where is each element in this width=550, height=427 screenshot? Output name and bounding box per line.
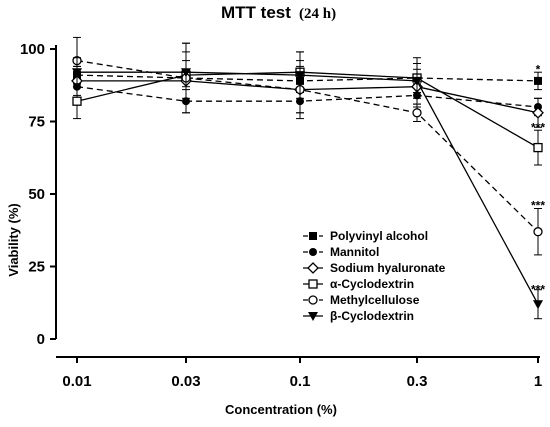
square-filled-marker — [309, 232, 317, 240]
chart-title-suffix: (24 h) — [299, 6, 336, 22]
x-tick-label: 1 — [534, 373, 542, 390]
x-tick-label: 0.03 — [171, 373, 200, 390]
diamond-open-marker — [307, 262, 319, 274]
triangle-down-marker — [295, 71, 305, 81]
significance-label: *** — [531, 283, 545, 297]
y-tick-label: 100 — [20, 41, 45, 58]
significance-label: *** — [531, 120, 545, 134]
series-2 — [71, 60, 544, 128]
square-open-marker — [533, 142, 543, 153]
circle-filled-marker — [309, 248, 317, 256]
legend: Polyvinyl alcohol Mannitol Sodium hyaluron… — [303, 229, 446, 323]
x-tick-label: 0.1 — [290, 373, 311, 390]
square-open-marker — [308, 279, 318, 289]
triangle-down-marker — [72, 68, 82, 78]
chart-title: MTT test — [221, 3, 291, 22]
series-5 — [72, 42, 543, 320]
chart-title-group: MTT test (24 h) — [221, 3, 336, 22]
triangle-down-marker — [533, 300, 543, 310]
series-layer — [71, 36, 544, 320]
triangle-down-marker — [412, 76, 422, 86]
legend-entry: Polyvinyl alcohol — [330, 229, 428, 243]
x-axis-label: Concentration (%) — [225, 402, 337, 417]
diamond-open-marker — [532, 106, 544, 119]
x-tick-label: 0.01 — [62, 373, 91, 390]
circle-open-marker — [308, 295, 318, 305]
series-line — [76, 59, 539, 233]
series-line — [76, 71, 539, 149]
triangle-down-marker — [308, 312, 318, 321]
significance-label: * — [536, 62, 541, 76]
circle-open-marker — [412, 108, 422, 118]
legend-entry: Mannitol — [330, 245, 379, 259]
legend-entry: Methylcellulose — [330, 293, 420, 307]
y-axis-label: Viability (%) — [6, 203, 21, 276]
series-line — [77, 71, 539, 305]
series-0 — [73, 65, 542, 91]
y-tick-label: 50 — [28, 186, 45, 203]
triangle-down-marker — [181, 68, 191, 78]
circle-open-marker — [533, 227, 543, 237]
legend-entry: Sodium hyaluronate — [330, 261, 446, 275]
series-3 — [72, 51, 543, 166]
square-filled-marker — [534, 76, 542, 85]
x-tick-label: 0.3 — [407, 373, 428, 390]
significance-label: *** — [531, 199, 545, 213]
y-tick-label: 0 — [37, 331, 45, 348]
legend-entry: α-Cyclodextrin — [330, 277, 414, 291]
y-tick-label: 75 — [28, 114, 45, 131]
series-4 — [72, 36, 543, 256]
annotation-layer: ********** — [531, 62, 545, 296]
axes: 0 25 50 75 100 0.01 0.03 0.1 0.3 1 — [20, 41, 542, 390]
square-open-marker — [72, 96, 82, 106]
legend-entry: β-Cyclodextrin — [330, 309, 414, 323]
y-tick-label: 25 — [28, 259, 45, 276]
